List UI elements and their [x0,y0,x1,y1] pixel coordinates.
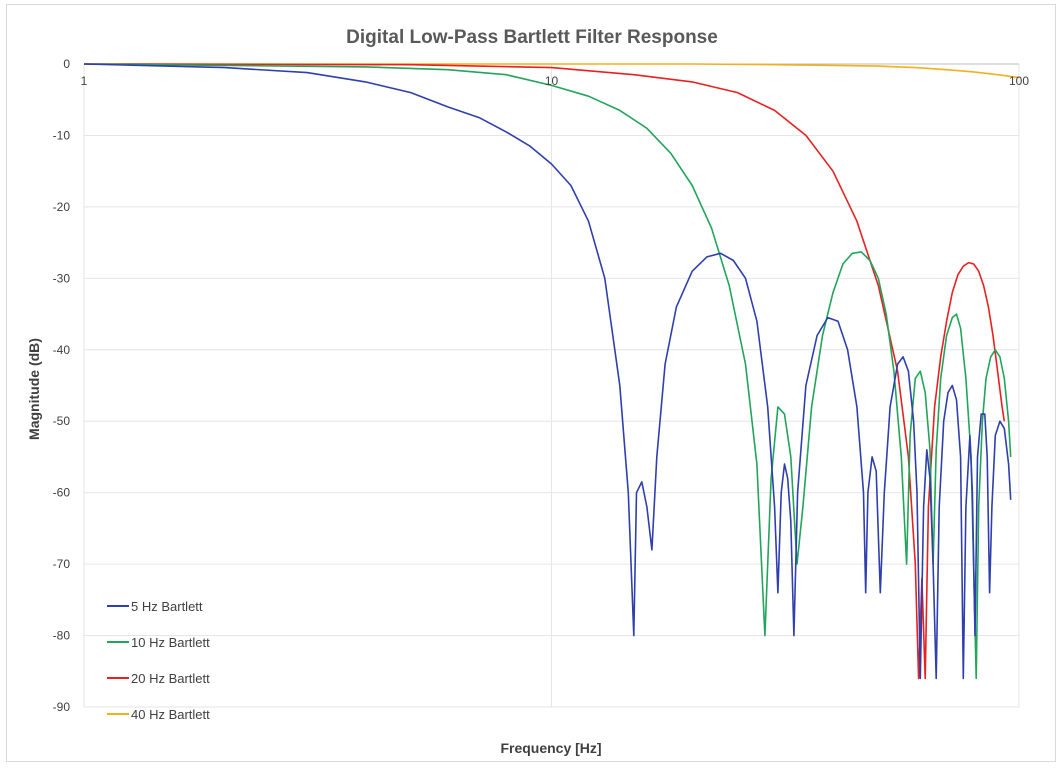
y-tick-label: -30 [53,271,71,285]
x-tick-label: 10 [545,74,559,88]
series-line-1 [83,63,1012,680]
legend-label-2: 10 Hz Bartlett [131,635,210,650]
y-tick-label: -40 [53,343,71,357]
y-tick-label: -10 [53,128,71,142]
chart-title: Digital Low-Pass Bartlett Filter Respons… [346,27,718,48]
series-line-2 [83,63,1012,680]
series-layer [83,63,1020,680]
y-tick-label: -70 [53,557,71,571]
x-tick-label: 1 [81,74,88,88]
chart-svg: Digital Low-Pass Bartlett Filter Respons… [26,27,1030,756]
series-line-4 [84,63,1020,79]
legend-label-3: 20 Hz Bartlett [131,671,210,686]
y-axis-title: Magnitude (dB) [26,338,42,440]
legend: 5 Hz Bartlett 10 Hz Bartlett 20 Hz Bartlet… [107,599,210,722]
legend-label-1: 5 Hz Bartlett [131,599,203,614]
x-tick-label: 100 [1009,74,1029,88]
chart-frame: Digital Low-Pass Bartlett Filter Respons… [6,4,1056,762]
y-tick-label: -90 [53,700,71,714]
series-line-3 [83,63,1006,680]
y-tick-label: -60 [53,486,71,500]
x-axis-title: Frequency [Hz] [500,740,601,756]
y-tick-label: -80 [53,629,71,643]
legend-label-4: 40 Hz Bartlett [131,707,210,722]
tick-layer: 0 -10 -20 -30 -40 -50 -60 -70 -80 -90 1 10 100 [53,57,1030,714]
y-tick-label: -20 [53,200,71,214]
grid-layer [83,63,1020,708]
y-tick-label: 0 [63,57,70,71]
y-tick-label: -50 [53,414,71,428]
